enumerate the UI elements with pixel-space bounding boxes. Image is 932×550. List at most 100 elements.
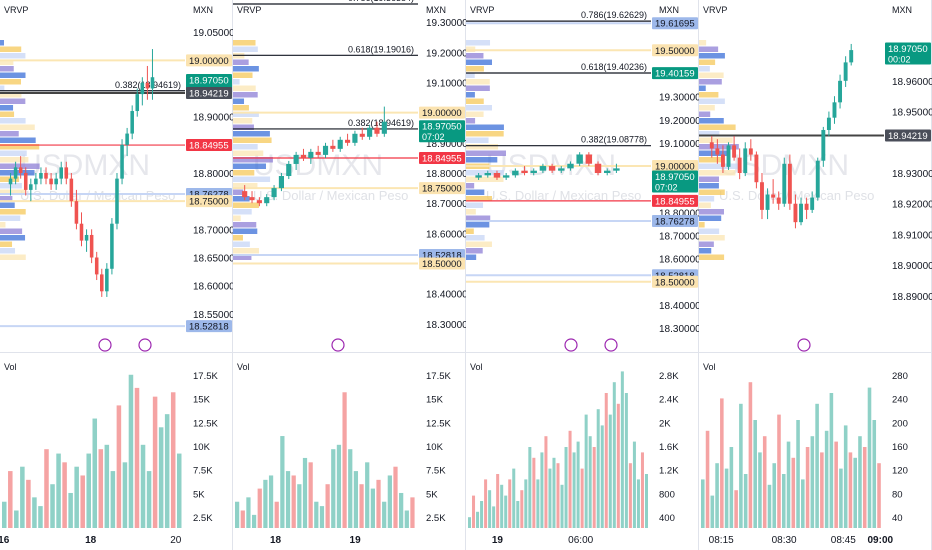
price-tag xyxy=(419,106,465,119)
volume-bar xyxy=(110,471,116,528)
profile-bar xyxy=(0,79,22,85)
candle-body xyxy=(715,148,720,155)
profile-bar xyxy=(0,105,14,111)
profile-bar xyxy=(466,196,492,202)
volume-bar xyxy=(297,484,302,528)
candle-body xyxy=(743,148,748,173)
event-icon[interactable] xyxy=(138,338,152,352)
volume-tick-label: 1.2K xyxy=(659,466,679,477)
volume-bar xyxy=(257,488,262,528)
price-tag-value: 19.00000 xyxy=(189,56,229,67)
profile-bar xyxy=(699,66,710,72)
volume-tick-label: 2.8K xyxy=(659,371,679,382)
watermark-description: U.S. Dollar / Mexican Peso xyxy=(253,188,408,203)
volume-bars xyxy=(701,382,881,528)
volume-tick-label: 10K xyxy=(426,442,444,453)
volume-label: Vol xyxy=(4,362,17,372)
volume-tick-label: 7.5K xyxy=(426,466,446,477)
volume-tick-label: 10K xyxy=(193,442,211,453)
volume-bar xyxy=(815,403,819,528)
volume-bar xyxy=(98,449,104,528)
volume-bar xyxy=(801,479,805,528)
price-tick-label: 19.20000 xyxy=(426,48,466,59)
volume-label: Vol xyxy=(703,362,716,372)
candle-body xyxy=(145,82,150,89)
price-tick-label: 18.30000 xyxy=(426,320,466,331)
candle-body xyxy=(793,203,798,223)
price-axis-currency: MXN xyxy=(892,5,912,15)
profile-bar xyxy=(466,157,498,163)
profile-bar xyxy=(233,235,243,241)
profile-bar xyxy=(233,170,255,176)
volume-bar xyxy=(74,466,79,528)
volume-bar xyxy=(393,466,398,528)
candle-body xyxy=(585,154,593,164)
profile-bar xyxy=(466,222,490,228)
volume-bar xyxy=(576,441,580,528)
volume-bar xyxy=(128,374,134,528)
volume-bar xyxy=(50,484,55,528)
volume-bar xyxy=(839,468,843,528)
candle-body xyxy=(293,154,299,164)
event-icon[interactable] xyxy=(98,338,112,352)
candle-body xyxy=(374,127,380,134)
profile-bar xyxy=(466,111,484,117)
profile-bar xyxy=(0,85,5,91)
volume-bar xyxy=(872,420,877,528)
volume-bar xyxy=(8,471,13,528)
volume-bar xyxy=(644,474,648,528)
volume-tick-label: 80 xyxy=(892,489,903,500)
event-icon[interactable] xyxy=(797,338,811,352)
profile-bar xyxy=(699,170,736,176)
volume-bar xyxy=(146,471,152,528)
volume-bar xyxy=(853,457,857,528)
price-tag xyxy=(419,257,465,270)
price-tick-label: 19.20000 xyxy=(659,116,699,127)
price-tag-value: 18.84955 xyxy=(189,141,229,152)
price-tag-value: 18.94219 xyxy=(189,89,229,100)
event-icon[interactable] xyxy=(331,338,345,352)
volume-bar xyxy=(512,468,516,528)
volume-bar xyxy=(308,462,313,528)
price-tick-label: 18.95000 xyxy=(892,108,932,119)
candle-body xyxy=(59,167,63,179)
price-tick-label: 18.70000 xyxy=(426,199,466,210)
event-icon[interactable] xyxy=(564,338,578,352)
volume-bar xyxy=(263,479,268,528)
profile-bar xyxy=(0,235,26,241)
event-icon[interactable] xyxy=(604,338,618,352)
price-tick-label: 18.80000 xyxy=(426,169,466,180)
price-tick-label: 18.55000 xyxy=(193,310,233,321)
volume-bar xyxy=(44,449,49,528)
candle-body xyxy=(826,117,831,130)
volume-bar xyxy=(104,444,110,528)
profile-bar xyxy=(233,189,244,195)
volume-bar xyxy=(632,441,636,528)
candle-body xyxy=(737,157,742,173)
volume-bar xyxy=(564,447,568,528)
candles xyxy=(475,152,620,180)
price-tag xyxy=(885,129,931,142)
candle-body xyxy=(308,151,314,158)
price-tick-label: 19.30000 xyxy=(659,93,699,104)
profile-bar xyxy=(466,59,492,65)
candle-body xyxy=(548,166,556,171)
profile-bar xyxy=(466,66,484,72)
volume-bar xyxy=(560,484,564,528)
candle-body xyxy=(74,201,79,224)
price-tag-value: 18.50000 xyxy=(655,277,695,288)
profile-bar xyxy=(233,254,252,260)
volume-bar xyxy=(701,479,705,528)
candle-body xyxy=(493,173,501,178)
volume-bar xyxy=(843,425,848,528)
candle-body xyxy=(18,167,23,173)
candle-body xyxy=(381,121,387,134)
volume-bar xyxy=(720,398,724,528)
profile-bar xyxy=(699,124,736,130)
profile-bar xyxy=(0,189,26,195)
price-tag-value: 19.00000 xyxy=(422,108,462,119)
